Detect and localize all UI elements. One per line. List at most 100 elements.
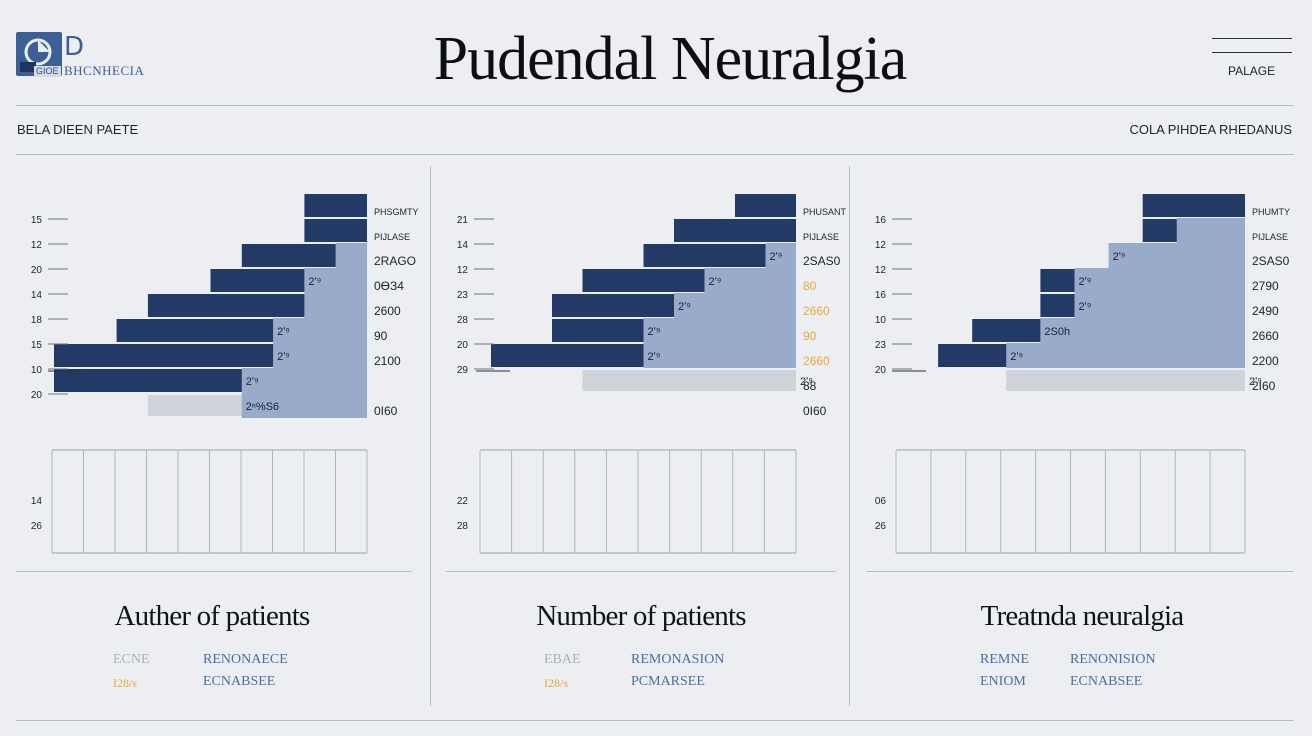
light-bar	[1074, 293, 1245, 318]
menu-lines-icon[interactable]	[1212, 38, 1292, 54]
caption-right-1: RENONAECE	[203, 652, 288, 667]
right-label: 2490	[1252, 304, 1279, 318]
right-label: PHUSANT	[803, 207, 847, 217]
y-tick-label: 20	[457, 340, 469, 351]
bar-label: 2ʹ⁹	[1010, 351, 1023, 363]
bar-label: 2S0h	[1044, 326, 1070, 338]
y-tick-label: 16	[875, 290, 887, 301]
right-label: PIJLASE	[1252, 232, 1288, 242]
logo-mark: D	[64, 32, 85, 62]
caption-right-1: RENONISION	[1070, 652, 1156, 667]
caption-right-2: ECNABSEE	[203, 674, 276, 689]
dark-bar	[582, 269, 705, 292]
light-bar	[335, 243, 367, 268]
bottom-tick-label: 28	[457, 521, 469, 532]
right-label: 0I60	[374, 404, 398, 418]
dark-bar	[147, 294, 305, 317]
caption-left-2: I28/s	[113, 676, 137, 690]
y-tick-label: 16	[875, 215, 887, 226]
caption-left-2: I28/s	[544, 676, 568, 690]
light-bar	[704, 268, 796, 293]
right-label: PHSGMTY	[374, 207, 419, 217]
bottom-tick-label: 06	[875, 496, 887, 507]
dark-bar	[54, 369, 242, 392]
light-bar	[674, 293, 796, 318]
menu-label[interactable]: PALAGE	[1228, 64, 1276, 78]
dark-bar	[552, 294, 674, 317]
y-tick-label: 12	[875, 240, 887, 251]
dark-bar	[491, 344, 644, 367]
y-tick-label: 18	[31, 315, 43, 326]
bar-label: 2ʹ⁹	[1249, 376, 1262, 388]
bottom-tick-label: 26	[875, 521, 887, 532]
dark-bar	[972, 319, 1041, 342]
caption-left-2: ENIOM	[980, 674, 1026, 689]
y-tick-label: 28	[457, 315, 469, 326]
light-bar	[643, 318, 796, 343]
light-bar	[304, 293, 367, 318]
light-bar	[1040, 318, 1245, 343]
right-label: 90	[803, 329, 817, 343]
gray-bar	[1006, 370, 1245, 391]
right-label: 2SAS0	[1252, 254, 1290, 268]
logo-tag: GIOE	[34, 66, 61, 77]
y-tick-label: 12	[457, 265, 469, 276]
right-label: 2600	[374, 304, 401, 318]
caption-left-1: EBAE	[544, 652, 581, 667]
caption-right-2: ECNABSEE	[1070, 674, 1143, 689]
footer-rule	[16, 720, 1294, 721]
bar-label: 2ʹ⁹	[770, 251, 783, 263]
bar-label: 2ʹ⁹	[709, 276, 722, 288]
y-tick-label: 12	[875, 265, 887, 276]
dark-bar	[735, 194, 796, 217]
right-label: 2200	[1252, 354, 1279, 368]
subheader-right: COLA PIHDEA RHEDANUS	[1129, 122, 1292, 137]
light-bar	[1074, 268, 1245, 293]
caption-right-2: PCMARSEE	[631, 674, 705, 689]
header-rule	[16, 105, 1294, 106]
light-bar	[1108, 243, 1245, 268]
panel-divider	[430, 166, 431, 706]
bar-label: 2ʹ⁹	[800, 376, 813, 388]
right-label: 2I60	[1252, 379, 1276, 393]
panel-title-1: Auther of patients	[114, 600, 311, 632]
y-tick-label: 20	[31, 265, 43, 276]
subheader-rule	[16, 154, 1294, 155]
panel-bottom-rule	[16, 571, 412, 572]
panel-bottom-rule	[446, 571, 836, 572]
right-label: 88	[803, 379, 817, 393]
light-bar	[241, 368, 367, 393]
light-bar	[273, 343, 367, 368]
caption-right-1: REMONASION	[631, 652, 725, 667]
bottom-tick-label: 22	[457, 496, 469, 507]
light-bar	[304, 268, 367, 293]
dark-bar	[938, 344, 1007, 367]
logo-name: BHCNHECIA	[64, 63, 145, 78]
y-tick-label: 10	[31, 365, 43, 376]
bar-label: 2ʹ⁹	[1079, 301, 1092, 313]
y-tick-label: 20	[875, 365, 887, 376]
caption-left-1: REMNE	[980, 652, 1029, 667]
panel-title-3: Treatnda neuralgia	[980, 600, 1185, 632]
panel-title-2: Number of patients	[536, 600, 746, 632]
brand-logo[interactable]: D GIOE BHCNHECIA	[16, 32, 166, 80]
dark-bar	[116, 319, 274, 342]
subheader-left: BELA DIEEN PAETE	[17, 122, 139, 137]
bar-label: 2ʹ⁹	[648, 351, 661, 363]
bar-label: 2ʹ⁹	[648, 326, 661, 338]
right-label: PIJLASE	[374, 232, 410, 242]
light-bar	[1006, 343, 1245, 368]
dark-bar	[54, 344, 274, 367]
bar-label: 2ʹ⁹	[277, 326, 290, 338]
right-label: 90	[374, 329, 388, 343]
dark-bar	[643, 244, 766, 267]
right-label: 2RAGO	[374, 254, 416, 268]
dark-bar	[304, 194, 367, 217]
bar-label: 2ʹ⁹	[246, 376, 259, 388]
dark-bar	[210, 269, 305, 292]
gray-bar	[582, 370, 796, 391]
light-bar	[273, 318, 367, 343]
right-label: 0I60	[803, 404, 827, 418]
dark-bar	[1040, 294, 1075, 317]
